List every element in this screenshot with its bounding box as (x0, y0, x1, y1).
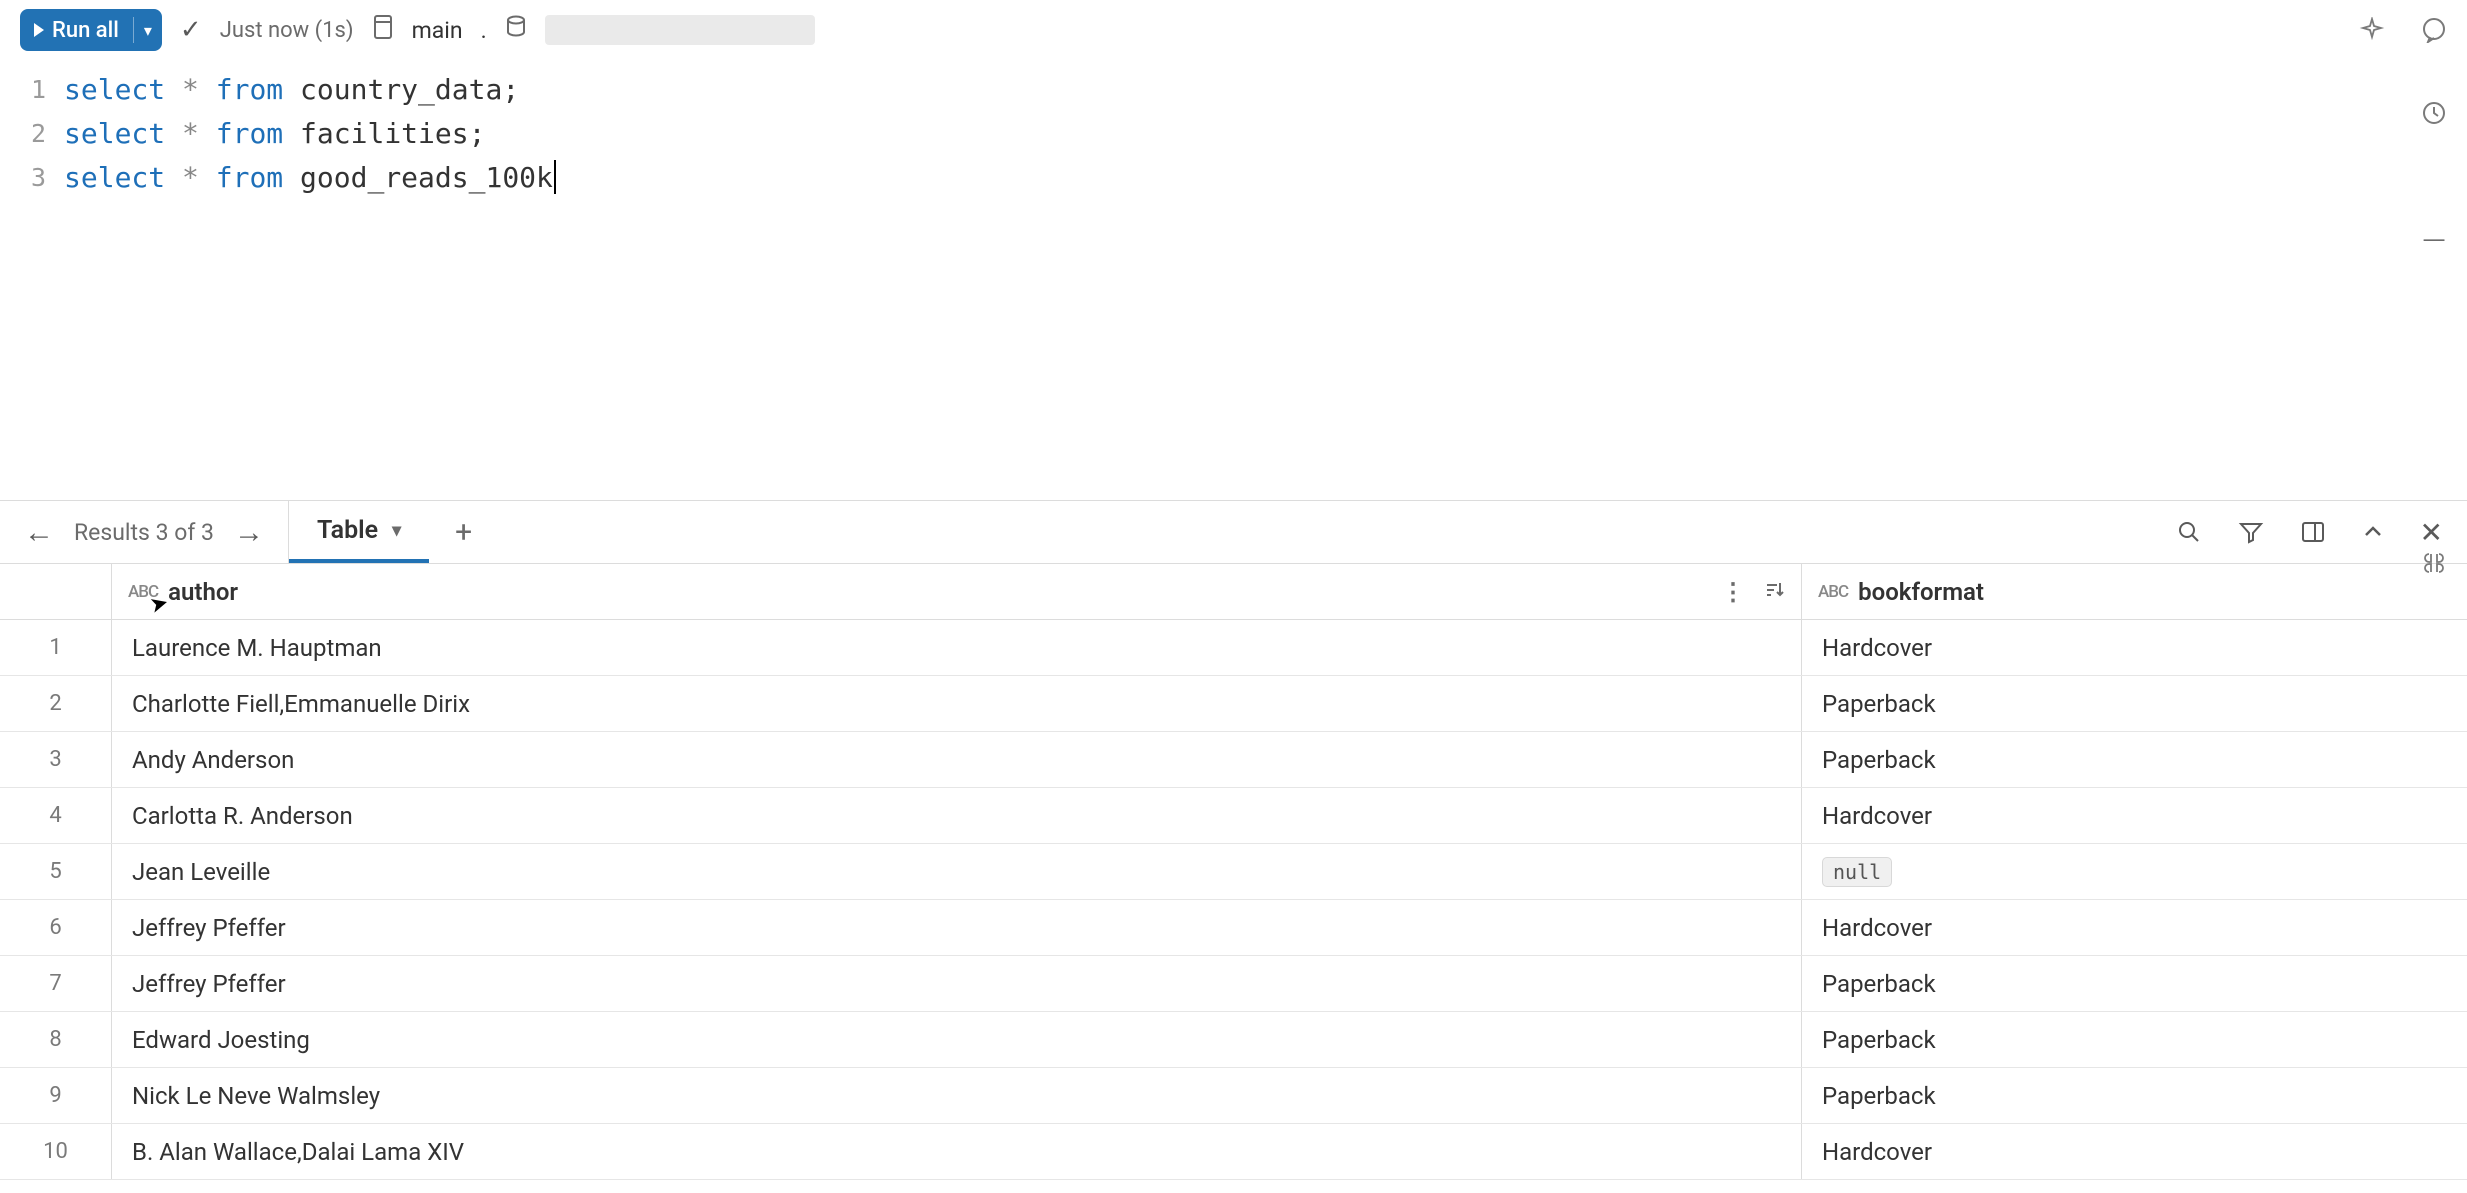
history-icon[interactable] (2421, 100, 2447, 132)
keyboard-shortcut-icon[interactable] (2421, 550, 2447, 582)
text-cursor (554, 160, 556, 194)
table-row[interactable]: 1Laurence M. HauptmanHardcover (0, 620, 2467, 676)
table-row[interactable]: 10B. Alan Wallace,Dalai Lama XIVHardcove… (0, 1124, 2467, 1180)
notebook-icon (372, 14, 394, 46)
code-line: 3select * from good_reads_100k (0, 156, 2467, 200)
cell-author[interactable]: Edward Joesting (112, 1012, 1802, 1067)
row-number: 9 (0, 1068, 112, 1123)
row-number: 3 (0, 732, 112, 787)
filter-icon[interactable] (2238, 519, 2264, 545)
database-name-redacted[interactable] (545, 15, 815, 45)
line-number: 2 (0, 112, 64, 156)
table-row[interactable]: 9Nick Le Neve WalmsleyPaperback (0, 1068, 2467, 1124)
cell-author[interactable]: Charlotte Fiell,Emmanuelle Dirix (112, 676, 1802, 731)
schema-separator: . (481, 17, 487, 44)
results-bar: ← Results 3 of 3 → Table ▾ + ✕ (0, 500, 2467, 564)
cell-bookformat[interactable]: Paperback (1802, 676, 2467, 731)
table-row[interactable]: 4Carlotta R. AndersonHardcover (0, 788, 2467, 844)
code-content[interactable]: select * from good_reads_100k (64, 156, 556, 200)
row-number: 4 (0, 788, 112, 843)
null-badge: null (1822, 857, 1892, 887)
cell-author[interactable]: B. Alan Wallace,Dalai Lama XIV (112, 1124, 1802, 1179)
table-row[interactable]: 2Charlotte Fiell,Emmanuelle DirixPaperba… (0, 676, 2467, 732)
cell-bookformat[interactable]: Paperback (1802, 1012, 2467, 1067)
sparkle-icon[interactable] (2359, 17, 2385, 43)
run-status: Just now (1s) (220, 18, 354, 43)
row-number: 1 (0, 620, 112, 675)
database-icon (505, 15, 527, 45)
cell-bookformat[interactable]: Paperback (1802, 956, 2467, 1011)
row-number: 8 (0, 1012, 112, 1067)
sql-editor[interactable]: 1select * from country_data;2select * fr… (0, 60, 2467, 500)
run-divider (133, 17, 134, 43)
column-menu-icon[interactable]: ⋮ (1721, 578, 1745, 606)
results-nav: ← Results 3 of 3 → (0, 501, 289, 563)
row-number: 6 (0, 900, 112, 955)
row-number: 2 (0, 676, 112, 731)
row-number: 10 (0, 1124, 112, 1179)
cell-bookformat[interactable]: Hardcover (1802, 788, 2467, 843)
sort-icon[interactable] (1763, 578, 1785, 606)
column-header-author[interactable]: ABC author ⋮ (112, 564, 1802, 619)
table-row[interactable]: 7Jeffrey PfefferPaperback (0, 956, 2467, 1012)
run-all-button[interactable]: Run all ▾ (20, 9, 162, 51)
cell-bookformat[interactable]: Paperback (1802, 1068, 2467, 1123)
type-icon-string: ABC (1818, 582, 1848, 602)
row-number-header (0, 564, 112, 619)
cell-bookformat[interactable]: null (1802, 844, 2467, 899)
editor-right-rail: — (2421, 100, 2447, 582)
code-content[interactable]: select * from country_data; (64, 68, 519, 112)
search-icon[interactable] (2176, 519, 2202, 545)
cell-author[interactable]: Andy Anderson (112, 732, 1802, 787)
row-number: 7 (0, 956, 112, 1011)
cell-author[interactable]: Jeffrey Pfeffer (112, 900, 1802, 955)
cell-author[interactable]: Jean Leveille (112, 844, 1802, 899)
column-header-bookformat[interactable]: ABC bookformat (1802, 564, 2467, 619)
cell-bookformat[interactable]: Hardcover (1802, 1124, 2467, 1179)
prev-result-button[interactable]: ← (24, 515, 54, 550)
line-number: 1 (0, 68, 64, 112)
collapse-icon[interactable] (2362, 521, 2384, 543)
cell-author[interactable]: Jeffrey Pfeffer (112, 956, 1802, 1011)
table-header: ABC author ⋮ ABC bookformat (0, 564, 2467, 620)
code-content[interactable]: select * from facilities; (64, 112, 485, 156)
schema-name[interactable]: main (412, 17, 463, 44)
cell-author[interactable]: Carlotta R. Anderson (112, 788, 1802, 843)
table-row[interactable]: 6Jeffrey PfefferHardcover (0, 900, 2467, 956)
column-name: bookformat (1858, 578, 1984, 606)
table-row[interactable]: 5Jean Leveille null (0, 844, 2467, 900)
results-table: ABC author ⋮ ABC bookformat 1Laurence M.… (0, 564, 2467, 1180)
comment-icon[interactable] (2421, 17, 2447, 43)
cell-bookformat[interactable]: Hardcover (1802, 900, 2467, 955)
row-number: 5 (0, 844, 112, 899)
run-label: Run all (52, 18, 119, 43)
cell-bookformat[interactable]: Hardcover (1802, 620, 2467, 675)
results-counter: Results 3 of 3 (74, 519, 214, 546)
toolbar: Run all ▾ ✓ Just now (1s) main . (0, 0, 2467, 60)
add-tab-button[interactable]: + (429, 515, 498, 550)
type-icon-string: ABC (128, 582, 158, 602)
chevron-down-icon[interactable]: ▾ (144, 21, 152, 40)
cell-bookformat[interactable]: Paperback (1802, 732, 2467, 787)
chevron-down-icon[interactable]: ▾ (392, 520, 401, 541)
next-result-button[interactable]: → (234, 515, 264, 550)
tab-table[interactable]: Table ▾ (289, 501, 429, 563)
panel-icon[interactable] (2300, 519, 2326, 545)
tab-label: Table (317, 516, 378, 545)
code-line: 2select * from facilities; (0, 112, 2467, 156)
column-name: author (168, 578, 238, 606)
table-row[interactable]: 8Edward JoestingPaperback (0, 1012, 2467, 1068)
line-number: 3 (0, 156, 64, 200)
play-icon (34, 23, 44, 37)
check-icon: ✓ (180, 15, 202, 45)
table-row[interactable]: 3Andy AndersonPaperback (0, 732, 2467, 788)
minimize-icon[interactable]: — (2422, 222, 2447, 260)
cell-author[interactable]: Nick Le Neve Walmsley (112, 1068, 1802, 1123)
code-line: 1select * from country_data; (0, 68, 2467, 112)
cell-author[interactable]: Laurence M. Hauptman (112, 620, 1802, 675)
